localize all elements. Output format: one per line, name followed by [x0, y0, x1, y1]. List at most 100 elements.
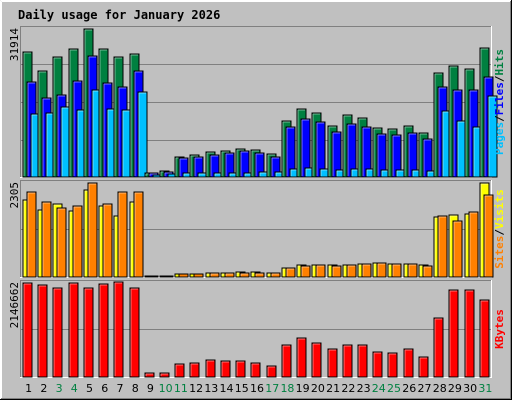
bar-kbytes-day-2: [37, 284, 48, 378]
bar-kbytes-day-6: [98, 283, 109, 378]
bar-sites-day-25: [391, 263, 402, 278]
bar-sites-day-27: [422, 265, 433, 278]
x-tick-day-20: 20: [311, 382, 325, 395]
x-tick-day-26: 26: [402, 382, 416, 395]
bar-sites-day-23: [361, 263, 372, 278]
bar-kbytes-day-14: [220, 360, 231, 378]
x-tick-day-22: 22: [341, 382, 355, 395]
x-tick-day-25: 25: [387, 382, 401, 395]
x-tick-day-21: 21: [326, 382, 340, 395]
x-tick-day-28: 28: [433, 382, 447, 395]
bar-kbytes-day-27: [418, 356, 429, 378]
bar-sites-day-2: [41, 201, 52, 278]
chart-title: Daily usage for January 2026: [18, 8, 220, 22]
panel-requests: 31914 Pages/Files/Hits: [8, 26, 506, 178]
x-tick-day-3: 3: [56, 382, 63, 395]
y-max-label-kbytes: 2146662: [8, 282, 21, 328]
bar-kbytes-day-5: [83, 287, 94, 378]
bar-sites-day-4: [72, 205, 83, 278]
bar-kbytes-day-23: [357, 344, 368, 378]
x-tick-day-27: 27: [417, 382, 431, 395]
bar-pages-day-25: [395, 169, 406, 178]
bar-sites-day-29: [452, 220, 463, 278]
x-tick-day-30: 30: [463, 382, 477, 395]
legend-requests: Pages/Files/Hits: [493, 49, 506, 155]
legend-item-hits: Hits: [493, 49, 506, 76]
panel-kbytes: 2146662 KBytes: [8, 280, 506, 378]
bar-kbytes-day-1: [22, 282, 33, 378]
bar-sites-day-20: [315, 264, 326, 278]
bar-sites-day-31: [483, 194, 494, 278]
bar-pages-day-8: [137, 91, 148, 178]
bar-kbytes-day-30: [464, 289, 475, 378]
bar-sites-day-28: [437, 215, 448, 278]
x-axis-labels: 1 2 3 4 5 6 7 8 9 10 11 12 13 14 15 16 17 18 19 20 21 22 23 24 2…: [25, 382, 492, 395]
bar-sites-day-18: [285, 267, 296, 278]
x-tick-day-2: 2: [40, 382, 47, 395]
bar-kbytes-day-11: [174, 363, 185, 378]
bar-sites-day-8: [133, 191, 144, 278]
bar-sites-day-14: [224, 272, 235, 278]
bar-sites-day-17: [270, 272, 281, 278]
x-tick-day-9: 9: [147, 382, 154, 395]
bar-sites-day-26: [407, 263, 418, 278]
bar-sites-day-7: [117, 191, 128, 278]
bar-sites-day-6: [102, 203, 113, 278]
y-max-label-visitors: 2305: [8, 182, 21, 209]
x-tick-day-5: 5: [86, 382, 93, 395]
x-tick-day-23: 23: [357, 382, 371, 395]
legend-item-kbytes: KBytes: [493, 309, 506, 349]
x-tick-day-12: 12: [189, 382, 203, 395]
bar-kbytes-day-19: [296, 337, 307, 378]
y-max-label-requests: 31914: [8, 28, 21, 61]
legend-item-files: Files: [493, 82, 506, 115]
bar-kbytes-day-7: [113, 281, 124, 378]
bar-kbytes-day-20: [311, 342, 322, 378]
bar-kbytes-day-29: [448, 289, 459, 378]
bar-kbytes-day-16: [250, 362, 261, 378]
legend-visitors: Sites/Visits: [493, 189, 506, 269]
x-tick-day-19: 19: [296, 382, 310, 395]
legend-item-pages: Pages: [493, 122, 506, 155]
bar-sites-day-22: [346, 264, 357, 278]
bar-sites-day-11: [178, 273, 189, 278]
bar-kbytes-day-18: [281, 344, 292, 378]
x-tick-day-4: 4: [71, 382, 78, 395]
bar-sites-day-19: [300, 265, 311, 278]
legend-item-visits: Visits: [493, 189, 506, 229]
x-tick-day-8: 8: [132, 382, 139, 395]
bar-kbytes-day-24: [372, 351, 383, 378]
bar-sites-day-13: [209, 272, 220, 278]
panel-visitors: 2305 Sites/Visits: [8, 180, 506, 278]
bar-sites-day-1: [26, 191, 37, 278]
bar-sites-day-21: [331, 265, 342, 278]
x-tick-day-24: 24: [372, 382, 386, 395]
bar-kbytes-day-12: [189, 362, 200, 378]
bar-kbytes-day-13: [205, 359, 216, 378]
bar-kbytes-day-10: [159, 372, 170, 378]
bar-kbytes-day-28: [433, 317, 444, 378]
x-tick-day-1: 1: [25, 382, 32, 395]
bar-kbytes-day-17: [266, 365, 277, 378]
bar-sites-day-5: [87, 182, 98, 278]
x-tick-day-31: 31: [478, 382, 492, 395]
bar-kbytes-day-4: [68, 282, 79, 378]
x-tick-day-6: 6: [101, 382, 108, 395]
x-tick-day-17: 17: [265, 382, 279, 395]
x-tick-day-7: 7: [116, 382, 123, 395]
bar-sites-day-3: [56, 207, 67, 278]
bar-kbytes-day-8: [129, 287, 140, 378]
x-tick-day-29: 29: [448, 382, 462, 395]
bar-pages-day-31: [487, 95, 498, 178]
x-tick-day-11: 11: [174, 382, 188, 395]
bar-files-day-16: [254, 152, 265, 178]
x-tick-day-18: 18: [280, 382, 294, 395]
bar-kbytes-day-9: [144, 372, 155, 378]
bar-kbytes-day-21: [327, 348, 338, 378]
bar-kbytes-day-3: [52, 287, 63, 378]
bar-sites-day-9: [148, 275, 159, 278]
x-tick-day-16: 16: [250, 382, 264, 395]
bar-sites-day-24: [376, 262, 387, 278]
bar-sites-day-10: [163, 275, 174, 278]
